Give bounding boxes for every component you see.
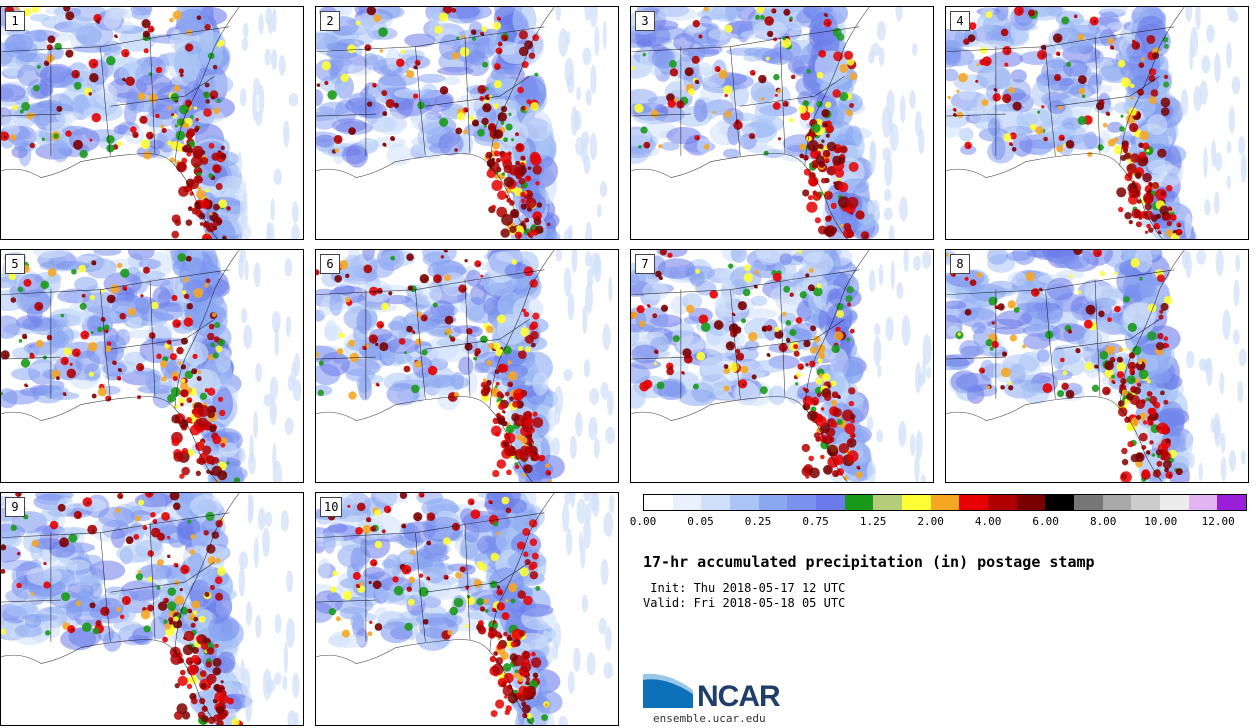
precip-field	[631, 250, 932, 482]
precip-field	[631, 7, 925, 239]
map-boundaries	[316, 250, 555, 482]
member-number-label: 4	[950, 11, 970, 31]
convective-cells	[631, 250, 863, 481]
colorbar-swatch	[1188, 495, 1218, 510]
colorbar-swatch	[644, 495, 673, 510]
colorbar-swatch	[873, 495, 903, 510]
ensemble-member-panel-6[interactable]: 6	[315, 249, 619, 483]
colorbar-swatch	[701, 495, 731, 510]
valid-time: Valid: Fri 2018-05-18 05 UTC	[643, 596, 846, 610]
ensemble-member-panel-3[interactable]: 3	[630, 6, 934, 240]
colorbar-swatch	[730, 495, 759, 510]
colorbar-swatch	[787, 495, 817, 510]
ensemble-member-panel-1[interactable]: 1	[0, 6, 304, 240]
precip-field	[316, 250, 616, 482]
member-number-label: 3	[635, 11, 655, 31]
ncar-logo-text: NCAR	[697, 680, 781, 713]
colorbar-swatch	[844, 495, 874, 510]
ensemble-member-panel-9[interactable]: 9	[0, 492, 304, 726]
colorbar-tick-label: 0.75	[802, 515, 829, 528]
colorbar-tick-label: 12.00	[1201, 515, 1235, 528]
ensemble-member-panel-2[interactable]: 2	[315, 6, 619, 240]
convective-cells	[316, 250, 552, 482]
colorbar-swatch	[1217, 495, 1247, 510]
map-boundaries	[316, 7, 555, 239]
precip-map-3	[631, 7, 925, 239]
member-number-label: 7	[635, 254, 655, 274]
precip-map-6	[316, 250, 616, 482]
member-number-label: 2	[320, 11, 340, 31]
precip-map-7	[631, 250, 932, 482]
member-number-label: 10	[320, 497, 343, 517]
convective-cells	[947, 7, 1183, 239]
ensemble-member-panel-10[interactable]: 10	[315, 492, 619, 726]
colorbar-swatch	[1131, 495, 1161, 510]
precip-map-2	[316, 7, 608, 239]
colorbar-swatch	[902, 495, 931, 510]
colorbar-swatch	[930, 495, 960, 510]
colorbar-swatch	[1016, 495, 1046, 510]
convective-cells	[327, 493, 550, 724]
colorbar-tick-label: 6.00	[1032, 515, 1059, 528]
map-boundaries	[631, 7, 870, 239]
map-boundaries	[946, 7, 1185, 239]
colorbar-tick-label: 4.00	[974, 515, 1002, 528]
precip-field	[316, 7, 608, 239]
precip-colorbar	[643, 494, 1247, 511]
precip-map-5	[1, 250, 302, 482]
colorbar-swatch	[959, 495, 989, 510]
colorbar-swatch	[1102, 495, 1132, 510]
map-boundaries	[1, 250, 240, 482]
colorbar-tick-label: 0.05	[687, 515, 714, 528]
colorbar-tick-label: 0.25	[744, 515, 772, 528]
ncar-logo-icon	[643, 673, 693, 708]
chart-title: 17-hr accumulated precipitation (in) pos…	[643, 553, 1095, 571]
member-number-label: 8	[950, 254, 970, 274]
member-number-label: 1	[5, 11, 25, 31]
init-time: Init: Thu 2018-05-17 12 UTC	[643, 581, 846, 595]
ensemble-url: ensemble.ucar.edu	[653, 712, 766, 725]
precip-map-4	[946, 7, 1247, 239]
member-number-label: 5	[5, 254, 25, 274]
convective-cells	[1, 253, 241, 482]
ensemble-member-panel-8[interactable]: 8	[945, 249, 1249, 483]
colorbar-tick-label: 0.00	[629, 515, 657, 528]
member-number-label: 6	[320, 254, 340, 274]
map-boundaries	[946, 250, 1185, 482]
convective-cells	[946, 250, 1183, 482]
convective-cells	[1, 7, 231, 239]
precip-map-8	[946, 250, 1247, 482]
precip-map-1	[1, 7, 300, 239]
colorbar-swatch	[1160, 495, 1189, 510]
colorbar-swatch	[988, 495, 1017, 510]
colorbar-swatch	[816, 495, 845, 510]
precip-map-10	[316, 493, 615, 725]
colorbar-tick-label: 8.00	[1089, 515, 1117, 528]
ensemble-member-panel-4[interactable]: 4	[945, 6, 1249, 240]
map-boundaries	[631, 250, 870, 482]
convective-cells	[1, 493, 244, 725]
map-boundaries	[316, 493, 555, 725]
colorbar-swatch	[1045, 495, 1075, 510]
colorbar-tick-label: 2.00	[917, 515, 944, 528]
member-number-label: 9	[5, 497, 25, 517]
ensemble-member-panel-5[interactable]: 5	[0, 249, 304, 483]
ensemble-member-panel-7[interactable]: 7	[630, 249, 934, 483]
map-boundaries	[1, 493, 240, 725]
colorbar-tick-label: 10.00	[1144, 515, 1178, 528]
colorbar-swatch	[672, 495, 702, 510]
colorbar-swatch	[1074, 495, 1103, 510]
precip-map-9	[1, 493, 300, 725]
map-boundaries	[1, 7, 240, 239]
colorbar-swatch	[758, 495, 788, 510]
convective-cells	[631, 7, 870, 239]
colorbar-tick-label: 1.25	[859, 515, 887, 528]
convective-cells	[316, 7, 551, 239]
precip-field	[946, 7, 1247, 239]
